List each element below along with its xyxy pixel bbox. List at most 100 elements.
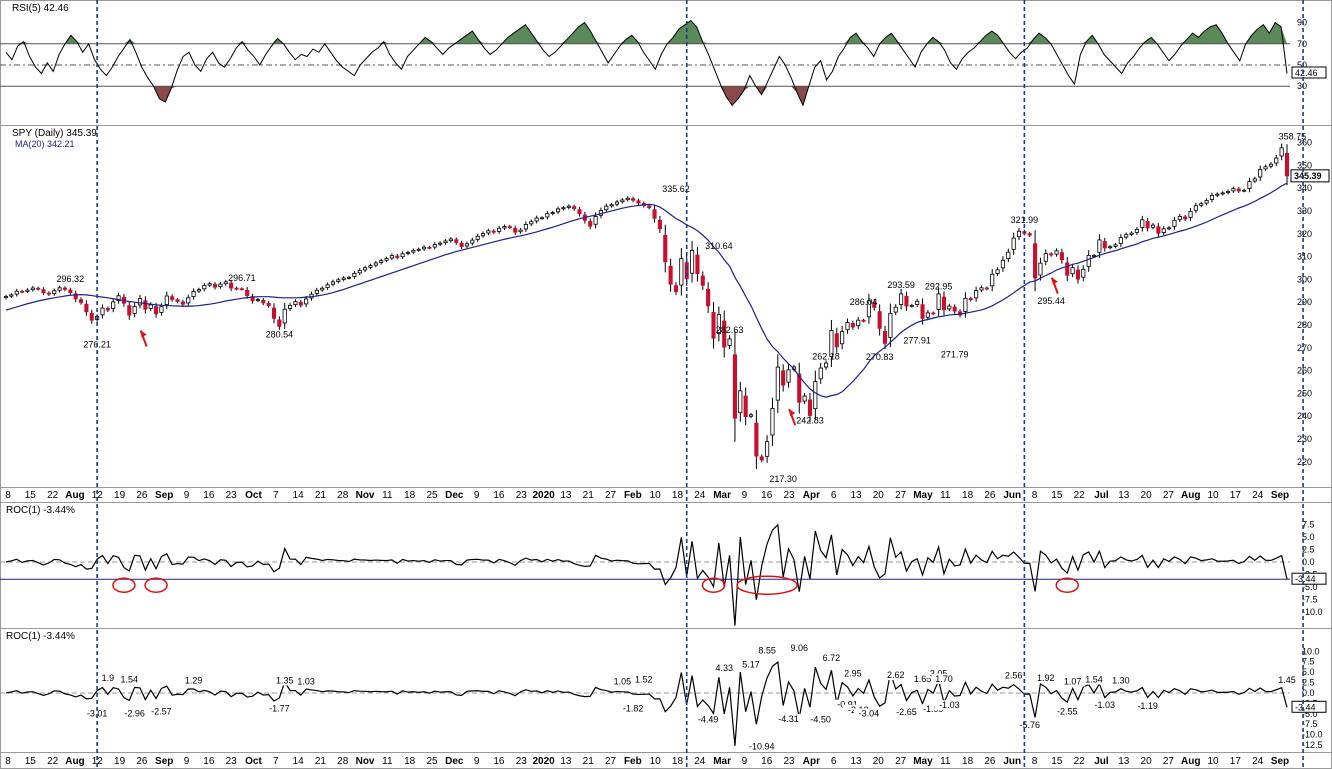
roc2-label-bg [891,706,922,717]
price-annotation: 270.83 [866,352,894,362]
roc2-value-label: -2.65 [896,707,917,717]
candle [941,296,947,311]
x-tick-label-bottom: Apr [803,756,820,767]
candle [507,226,512,229]
x-tick-label: Nov [356,490,375,501]
x-tick-label: Jul [1094,490,1109,501]
price-tick-label: 280 [1297,320,1312,330]
candle [1161,228,1166,233]
roc1-tick-label: 5.0 [1302,532,1315,542]
candle [1081,268,1086,278]
roc2-value-label: 1.35 [276,675,294,685]
price-tick-label: 330 [1297,206,1312,216]
roc2-value-label: 8.55 [758,645,776,655]
x-tick-label: 22 [1074,490,1086,501]
price-tick-label: 290 [1297,297,1312,307]
candle [1242,189,1247,192]
candle [647,205,652,208]
candle [529,221,534,225]
roc2-tick-label: 2.5 [1302,678,1315,688]
x-tick-label-bottom: 20 [1141,756,1153,767]
candle [931,312,936,315]
candle [781,370,786,386]
roc2-value-label: 3.05 [930,668,948,678]
x-tick-label: 16 [203,490,215,501]
rsi-tick-label: 50 [1297,60,1307,70]
candle [143,300,148,310]
candle [73,293,78,300]
candle [609,204,614,207]
roc2-label-bg [116,674,142,685]
x-tick-label-bottom: 26 [136,756,148,767]
candle [1038,262,1043,276]
x-tick-label-bottom: 16 [203,756,215,767]
candle [325,284,330,288]
roc2-tick-label: 10.0 [1302,646,1320,656]
x-tick-label: Sep [155,490,173,501]
x-tick-label-bottom: May [913,756,933,767]
x-tick-label: 26 [984,490,996,501]
price-tick-label: 240 [1297,411,1312,421]
price-annotation: 296.32 [57,274,85,284]
roc2-tick-label: 0.0 [1302,688,1315,698]
roc2-label-bg [1108,675,1134,686]
candle [438,242,443,245]
roc2-last-value: -3.44 [1295,702,1316,712]
rsi-line [5,19,1288,107]
candle [840,331,845,345]
candle [523,224,528,230]
candle [427,246,432,249]
x-axis-band [0,487,1332,503]
candle [856,319,861,327]
candle [706,288,711,307]
candle [30,287,35,291]
x-tick-label-bottom: 2020 [532,756,555,767]
candle [320,287,325,291]
candle [304,298,309,305]
x-tick-label-bottom: 22 [47,756,59,767]
roc2-label-bg [773,713,804,724]
candle [1258,169,1263,178]
candle [1140,219,1145,228]
x-tick-label: 8 [5,490,11,501]
x-tick-label: Mar [713,490,731,501]
x-tick-label-bottom: 11 [940,756,951,767]
price-tick-label: 300 [1297,274,1312,284]
x-tick-label: Apr [803,490,820,501]
price-annotation: 335.62 [662,184,690,194]
roc2-label-bg [98,673,118,684]
price-tick-label: 260 [1297,366,1312,376]
candle [448,238,453,242]
x-tick-label: 18 [404,490,416,501]
candle [545,213,550,218]
x-tick-label-bottom: 22 [1074,756,1086,767]
candle [1124,234,1129,238]
red-circle [144,577,168,593]
candle [1049,253,1054,256]
x-tick-label-bottom: 8 [1032,756,1038,767]
candle [518,229,523,233]
roc2-value-label: 1.03 [297,677,315,687]
price-tick-label: 360 [1297,138,1312,148]
candle [770,408,775,436]
candle [754,422,759,457]
candle [1145,221,1150,229]
price-tick-label: 250 [1297,388,1312,398]
candle [341,277,346,280]
x-tick-label-bottom: 25 [426,756,438,767]
price-annotation: 293.59 [887,280,915,290]
roc2-value-label: 1.70 [935,674,953,684]
candle [979,287,984,291]
x-tick-label-bottom: Oct [245,756,262,767]
x-tick-label-bottom: 14 [293,756,305,767]
x-tick-label-bottom: 18 [404,756,416,767]
candle [834,333,839,348]
candle [127,305,132,316]
x-tick-label: 17 [1230,490,1242,501]
roc1-tick-label: -10.0 [1302,607,1323,617]
candle [657,219,662,230]
roc2-label-bg [609,676,635,687]
candle [1134,229,1139,233]
x-tick-label: 19 [114,490,126,501]
